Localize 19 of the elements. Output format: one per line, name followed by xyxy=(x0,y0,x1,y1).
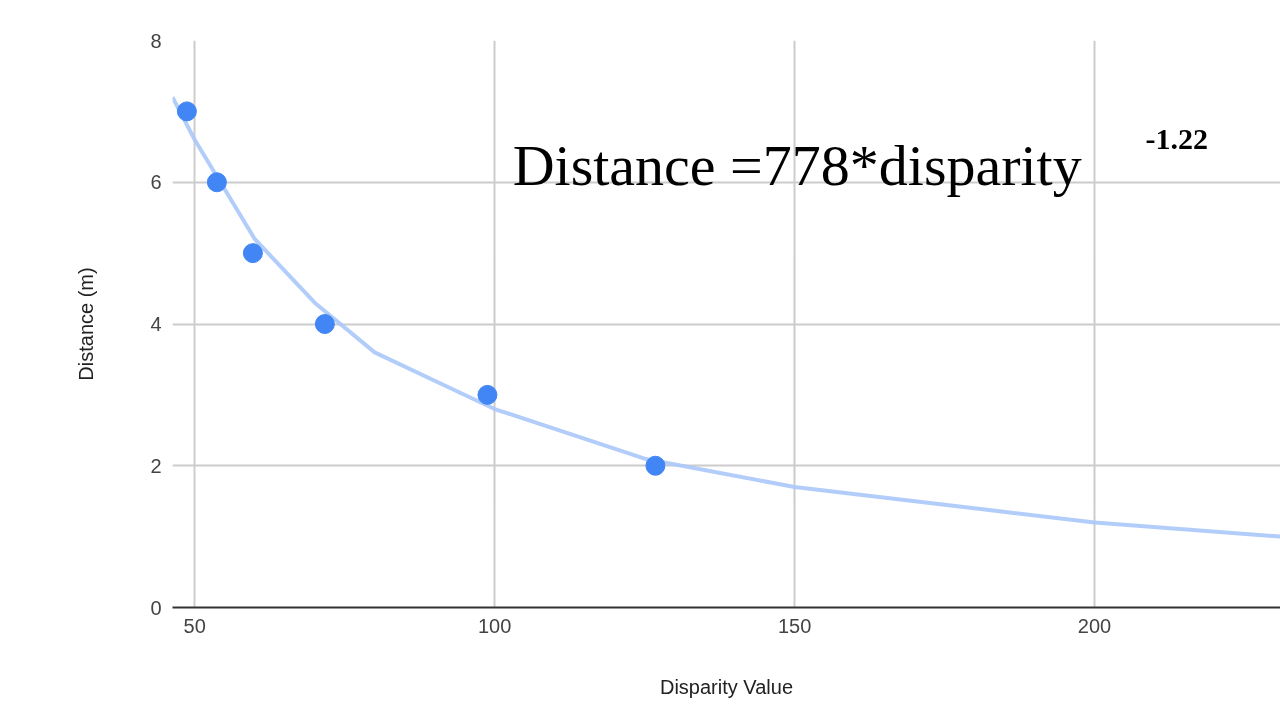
x-tick-label: 100 xyxy=(477,614,512,637)
point xyxy=(242,243,263,264)
y-axis-title: Distance (m) xyxy=(75,267,98,381)
x-tick-label: 150 xyxy=(777,614,812,637)
y-tick-label: 2 xyxy=(150,454,162,477)
point xyxy=(206,172,227,193)
point xyxy=(176,101,197,122)
y-tick-label: 8 xyxy=(150,29,162,52)
annotation: Distance =778*disparity-1.22 xyxy=(512,122,1209,199)
y-tick-label: 6 xyxy=(150,171,162,194)
x-tick-label: 200 xyxy=(1077,614,1112,637)
point xyxy=(314,314,335,334)
y-tick-label: 4 xyxy=(150,313,162,335)
point xyxy=(645,455,666,476)
line-series xyxy=(172,95,1280,539)
x-axis-title: Disparity Value xyxy=(659,675,794,698)
x-tick-label: 50 xyxy=(183,614,206,637)
y-tick-label: 0 xyxy=(150,596,162,619)
point xyxy=(477,384,498,405)
